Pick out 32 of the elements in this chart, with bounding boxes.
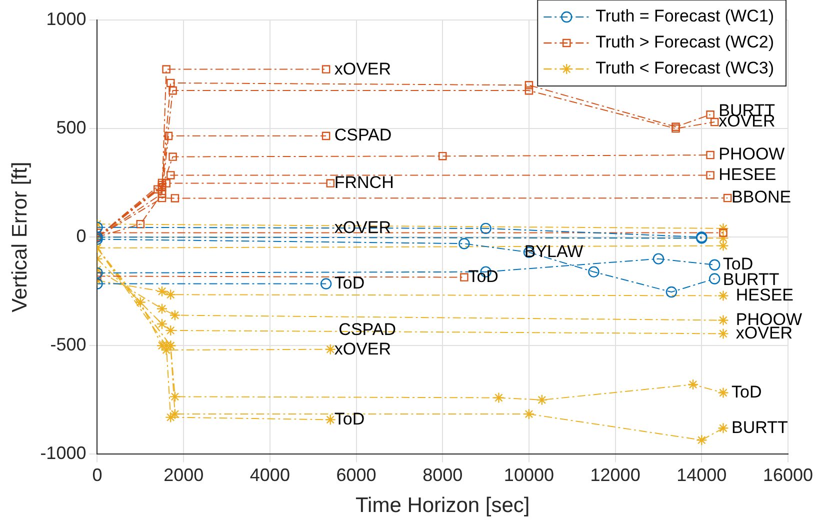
x-tick-label: 14000 — [676, 464, 727, 485]
annotation: HESEE — [718, 164, 776, 184]
x-axis-title: Time Horizon [sec] — [355, 494, 530, 518]
annotation: ToD — [334, 273, 365, 292]
y-tick-label: 0 — [76, 226, 86, 246]
y-axis-title: Vertical Error [ft] — [8, 162, 32, 312]
x-tick-label: 16000 — [762, 464, 814, 485]
annotation: BURTT — [732, 418, 788, 437]
annotation: CSPAD — [334, 126, 392, 145]
annotation: FRNCH — [334, 172, 394, 192]
y-tick-label: 1000 — [46, 8, 86, 29]
annotation: xOVER — [334, 340, 392, 359]
annotation: xOVER — [334, 218, 392, 238]
annotation: PHOOW — [718, 144, 785, 164]
y-tick-label: -500 — [50, 334, 86, 355]
annotation: BBONE — [732, 188, 792, 207]
x-tick-label: 6000 — [336, 464, 376, 485]
x-tick-label: 2000 — [164, 464, 204, 485]
x-tick-label: 10000 — [504, 464, 554, 485]
legend-label: Truth > Forecast (WC2) — [596, 32, 774, 52]
annotation: ToD — [732, 382, 762, 402]
annotation: xOVER — [334, 60, 392, 79]
legend-label: Truth = Forecast (WC1) — [596, 6, 774, 26]
x-tick-label: 0 — [92, 464, 102, 485]
y-tick-label: 500 — [56, 118, 86, 138]
x-tick-label: 12000 — [590, 464, 640, 485]
y-tick-label: -1000 — [40, 443, 86, 464]
x-tick-label: 8000 — [422, 464, 463, 485]
annotation: ToD — [334, 409, 365, 428]
legend-label: Truth < Forecast (WC3) — [596, 58, 774, 78]
x-tick-label: 4000 — [250, 464, 290, 485]
annotation: ToD — [468, 266, 498, 286]
